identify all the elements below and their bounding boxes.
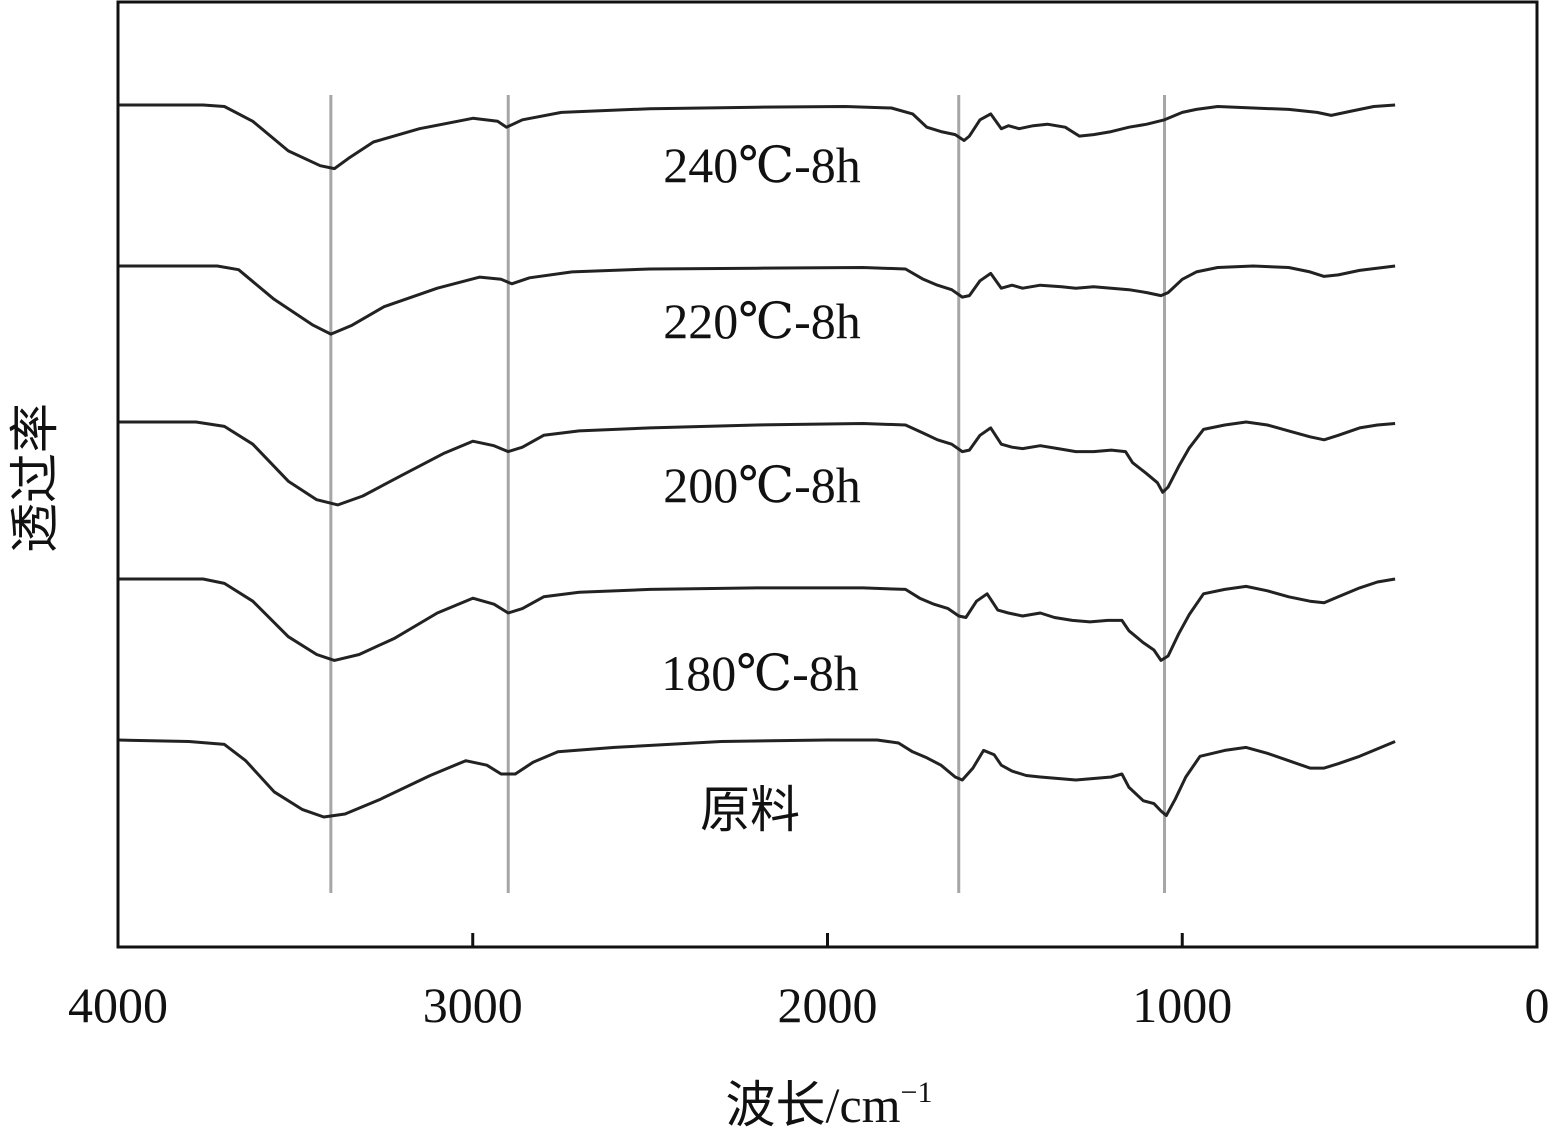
x-axis-ticks: 4000 3000 2000 1000 0: [68, 933, 1550, 1033]
series-label-4: 原料: [700, 782, 800, 838]
x-tick-label-4: 0: [1525, 977, 1550, 1033]
series-curve-3: [118, 577, 1396, 662]
series-curves: [117, 103, 1396, 819]
series-label-0: 240℃-8h: [663, 137, 861, 193]
series-curve-4: [117, 738, 1396, 819]
x-tick-label-3: 1000: [1132, 977, 1232, 1033]
y-axis-label: 透过率: [7, 403, 63, 553]
x-axis-label-text: 波长/cm: [726, 1077, 901, 1133]
x-tick-label-2: 2000: [778, 977, 878, 1033]
series-label-3: 180℃-8h: [661, 645, 859, 701]
series-curve-1: [118, 264, 1396, 336]
series-curve-2: [118, 420, 1396, 507]
x-axis-label-exponent: −1: [901, 1076, 933, 1109]
reference-lines: [329, 95, 1167, 893]
series-labels: 240℃-8h 220℃-8h 200℃-8h 180℃-8h 原料: [661, 137, 861, 838]
x-tick-label-1: 3000: [423, 977, 523, 1033]
series-label-1: 220℃-8h: [663, 293, 861, 349]
x-axis-label: 波长/cm−1: [726, 1076, 933, 1133]
series-label-2: 200℃-8h: [663, 457, 861, 513]
series-curve-0: [118, 103, 1396, 171]
x-tick-label-0: 4000: [68, 977, 168, 1033]
